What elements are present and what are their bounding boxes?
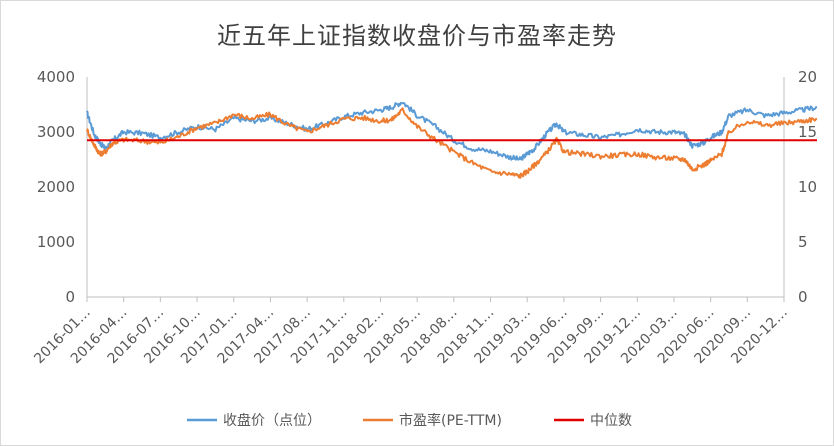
series-line-2 <box>86 107 818 179</box>
y-left-tick-label: 3000 <box>37 123 75 141</box>
series-lines <box>86 101 818 179</box>
y-left-tick-label: 0 <box>65 288 75 306</box>
y-right-tick-label: 0 <box>798 288 808 306</box>
y-left-tick-label: 2000 <box>37 178 75 196</box>
tick-labels: 01000200030004000051015202016-01…2016-04… <box>31 68 817 367</box>
legend-label-2: 市盈率(PE-TTM) <box>399 412 502 429</box>
legend: 收盘价（点位） 市盈率(PE-TTM) 中位数 <box>187 412 632 429</box>
chart-title: 近五年上证指数收盘价与市盈率走势 <box>217 22 617 50</box>
y-right-tick-label: 10 <box>798 178 817 196</box>
y-left-tick-label: 1000 <box>37 233 75 251</box>
legend-label-3: 中位数 <box>590 413 632 429</box>
y-right-tick-label: 5 <box>798 233 808 251</box>
y-right-tick-label: 15 <box>798 123 817 141</box>
legend-label-1: 收盘价（点位） <box>223 412 321 429</box>
series-line-1 <box>86 101 818 161</box>
y-right-tick-label: 20 <box>798 68 817 86</box>
axes <box>86 77 785 302</box>
y-left-tick-label: 4000 <box>37 68 75 86</box>
